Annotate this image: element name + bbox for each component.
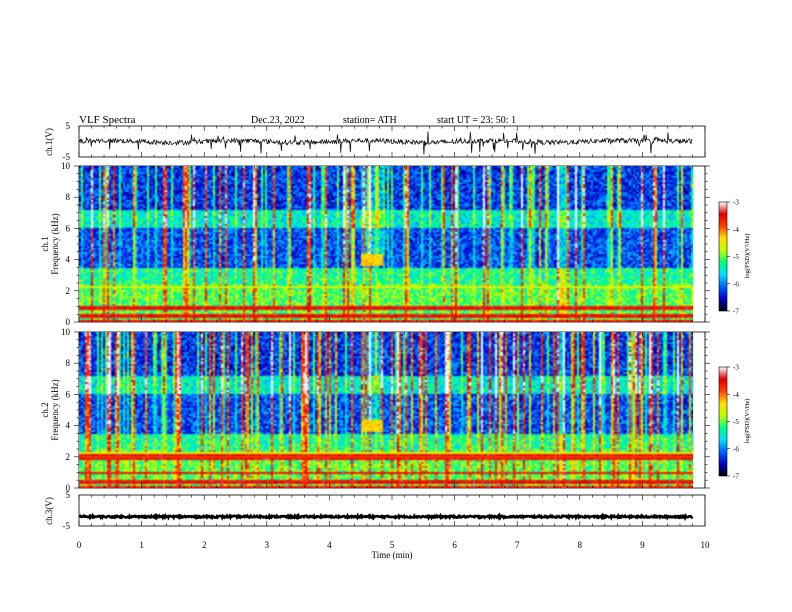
time-tick-label: 7 — [515, 540, 520, 550]
frequency-tick-label: 10 — [61, 327, 71, 337]
time-tick-label: 1 — [139, 540, 144, 550]
frequency-tick-label: 2 — [66, 452, 71, 462]
date-label: Dec.23, 2022 — [251, 115, 305, 126]
colorbar-tick-label: -4 — [733, 391, 739, 399]
ch1-spectrogram-heatmap — [79, 166, 693, 322]
frequency-tick-label: 4 — [66, 421, 71, 431]
ch1-spectrogram-ylabel-channel: ch.1 — [40, 236, 50, 251]
ch3-waveform-xticks — [78, 495, 706, 526]
colorbar-tick-label: -3 — [733, 364, 739, 372]
time-tick-label: 10 — [701, 540, 711, 550]
ch3-ytick-bottom: -5 — [63, 521, 71, 531]
time-tick-label: 9 — [640, 540, 645, 550]
ch3-waveform-trace-group — [78, 512, 694, 522]
ch1-colorbar-scale — [718, 201, 728, 312]
ch3-ytick-top: 5 — [66, 490, 71, 500]
ch1-spectrogram-ticks — [74, 165, 710, 323]
ch2-spectrogram-ylabel-channel: ch.2 — [40, 402, 50, 417]
ch2-spectrogram-ytick-labels: 0 2 4 6 8 10 — [61, 327, 71, 493]
waveform-trace — [78, 131, 693, 155]
frequency-tick-label: 0 — [66, 483, 71, 493]
ch1-ytick-top: 5 — [66, 121, 71, 131]
colorbar-tick-label: -4 — [733, 226, 739, 234]
ch1-ytick-bottom: -5 — [63, 152, 71, 162]
frequency-tick-label: 6 — [66, 389, 71, 399]
frequency-tick-label: 4 — [66, 255, 71, 265]
frequency-tick-label: 0 — [66, 317, 71, 327]
ch1-spectrogram-panel: 0 2 4 6 8 10 ch.1 Frequency (kHz) — [40, 161, 710, 327]
time-axis-label: Time (min) — [372, 550, 413, 560]
colorbar-tick-label: -6 — [733, 445, 739, 453]
frequency-tick-label: 8 — [66, 358, 71, 368]
start-ut-label: start UT = 23: 50: 1 — [437, 115, 516, 126]
time-tick-label: 2 — [202, 540, 207, 550]
ch2-colorbar-scale — [718, 366, 728, 477]
ch1-waveform-xticks — [78, 126, 706, 157]
ch2-colorbar-label: log(PSD)(V²/Hz) — [744, 399, 751, 444]
time-axis-tick-labels: 0 1 2 3 4 5 6 7 8 9 10 — [77, 540, 710, 550]
colorbar-tick-label: -6 — [733, 280, 739, 288]
ch1-spectrogram-ytick-labels: 0 2 4 6 8 10 — [61, 161, 71, 327]
time-tick-label: 4 — [327, 540, 332, 550]
colorbar-tick-label: -3 — [733, 199, 739, 207]
time-tick-label: 3 — [265, 540, 270, 550]
ch2-spectrogram-ticks — [74, 331, 710, 489]
colorbar-tick-label: -7 — [733, 473, 739, 481]
ch2-spectrogram-heatmap — [79, 332, 693, 488]
ch3-waveform-ylabel: ch.3(V) — [44, 497, 54, 525]
figure-title: VLF Spectra — [79, 114, 136, 126]
frequency-tick-label: 8 — [66, 192, 71, 202]
frequency-tick-label: 10 — [61, 161, 71, 171]
ch1-waveform-trace-group — [78, 131, 693, 155]
ch1-colorbar: -3 -4 -5 -6 -7 log(PSD)(V²/Hz) — [718, 199, 751, 316]
time-tick-label: 8 — [578, 540, 583, 550]
frequency-tick-label: 2 — [66, 286, 71, 296]
colorbar-tick-label: -7 — [733, 308, 739, 316]
ch1-waveform-panel: 5 -5 ch.1(V) — [44, 121, 706, 162]
ch2-colorbar-ticks: -3 -4 -5 -6 -7 — [727, 364, 739, 481]
ch1-waveform-ylabel: ch.1(V) — [44, 128, 54, 156]
colorbar-tick-label: -5 — [733, 253, 739, 261]
ch2-spectrogram-ylabel-frequency: Frequency (kHz) — [50, 379, 60, 440]
time-tick-label: 0 — [77, 540, 82, 550]
ch1-colorbar-ticks: -3 -4 -5 -6 -7 — [727, 199, 739, 316]
colorbar-tick-label: -5 — [733, 418, 739, 426]
ch2-colorbar: -3 -4 -5 -6 -7 log(PSD)(V²/Hz) — [718, 364, 751, 481]
frequency-tick-label: 6 — [66, 223, 71, 233]
ch3-waveform-frame — [78, 494, 706, 527]
ch1-colorbar-label: log(PSD)(V²/Hz) — [744, 234, 751, 279]
ch1-spectrogram-ylabel-frequency: Frequency (kHz) — [50, 213, 60, 274]
station-label: station= ATH — [343, 115, 397, 126]
ch2-spectrogram-panel: 0 2 4 6 8 10 ch.2 Frequency (kHz) — [40, 327, 710, 493]
time-tick-label: 5 — [390, 540, 395, 550]
ch3-waveform-panel: 5 -5 ch.3(V) 0 1 2 3 4 5 6 7 8 9 10 Time (min) — [44, 490, 710, 560]
time-tick-label: 6 — [452, 540, 457, 550]
waveform-trace — [78, 512, 694, 522]
